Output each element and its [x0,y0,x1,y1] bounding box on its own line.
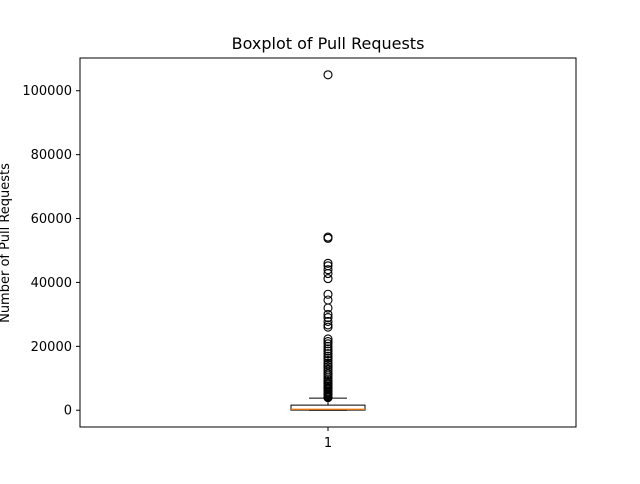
outlier-point [323,346,333,356]
chart-title: Boxplot of Pull Requests [232,34,425,53]
y-axis-label: Number of Pull Requests [0,163,13,323]
interquartile-box [290,404,366,411]
outlier-point [323,313,333,323]
outlier-point [323,265,333,275]
outlier-point [323,258,333,268]
outlier-point [323,309,333,319]
outlier-point [323,349,333,359]
outlier-point [323,344,333,354]
outlier-point [323,320,333,330]
outlier-point [323,355,333,365]
x-tick-label: 1 [324,436,332,451]
axes-frame [79,57,577,428]
plot-content [290,70,366,411]
y-tick-label: 80000 [31,148,72,163]
y-tick-label: 100000 [22,84,72,99]
outlier-point [323,274,333,284]
y-tick-label: 20000 [31,340,72,355]
outlier-point [323,341,333,351]
outlier-point [323,334,333,344]
y-tick-label: 40000 [31,276,72,291]
outlier-point [323,233,333,243]
outlier-point [323,353,333,363]
outlier-point [323,289,333,299]
outlier-point [323,70,333,80]
y-tick-label: 60000 [31,212,72,227]
outlier-point [323,268,333,279]
outlier-point [323,360,333,370]
outlier-point [323,336,333,347]
outlier-point [323,339,333,349]
outlier-point [323,303,333,313]
outlier-point [323,393,333,403]
y-axis-ticks: 0 20000 40000 60000 80000 100000 [22,84,80,419]
y-tick-label: 0 [64,404,72,419]
outlier-point [323,316,333,326]
x-axis-ticks: 1 [324,427,332,451]
outlier-point [323,322,333,332]
